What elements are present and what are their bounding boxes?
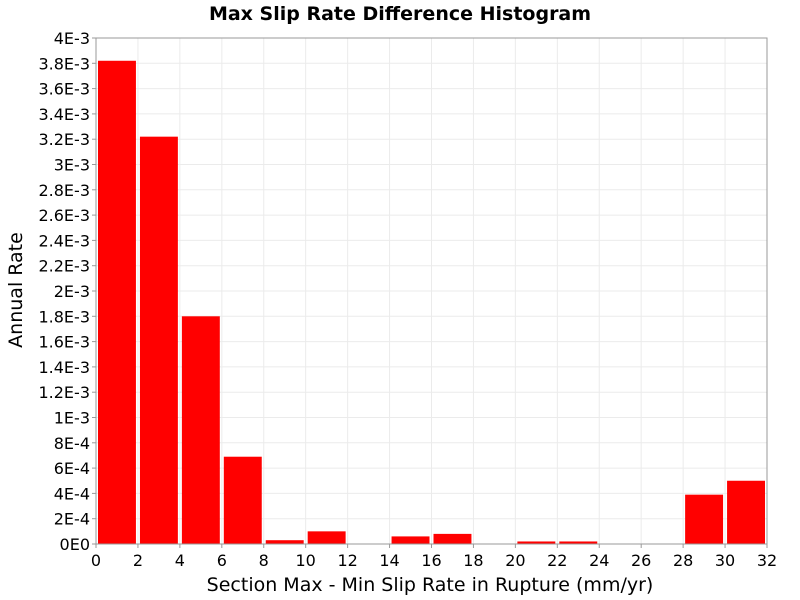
y-tick-label: 1.2E-3	[38, 383, 90, 402]
y-tick-label: 2E-4	[54, 510, 90, 529]
x-tick-label: 2	[133, 551, 143, 570]
y-tick-label: 2E-3	[54, 282, 90, 301]
histogram-bar	[559, 541, 598, 544]
x-tick-label: 20	[505, 551, 525, 570]
y-tick-label: 3.6E-3	[38, 80, 90, 99]
histogram-bar	[265, 540, 304, 544]
y-tick-label: 2.4E-3	[38, 231, 90, 250]
x-tick-label: 14	[379, 551, 399, 570]
x-tick-label: 8	[259, 551, 269, 570]
y-tick-label: 4E-4	[54, 484, 90, 503]
y-tick-label: 6E-4	[54, 459, 90, 478]
y-tick-label: 3.2E-3	[38, 130, 90, 149]
histogram-bar	[181, 316, 220, 544]
y-axis-ticks: 0E0 2E-4 4E-4 6E-4 8E-4 1E-3 1.2E-3 1.4E-3 1.6E-…	[38, 29, 96, 554]
bars	[98, 60, 765, 545]
y-tick-label: 4E-3	[54, 29, 90, 48]
y-tick-label: 8E-4	[54, 434, 90, 453]
y-tick-label: 1.4E-3	[38, 358, 90, 377]
y-tick-label: 3E-3	[54, 156, 90, 175]
x-tick-label: 24	[589, 551, 609, 570]
y-tick-label: 3.8E-3	[38, 54, 90, 73]
x-tick-label: 0	[91, 551, 101, 570]
y-tick-label: 0E0	[60, 535, 90, 554]
histogram-bar	[685, 494, 724, 544]
x-axis-ticks: 0 2 4 6 8 10 12 14 16 18 20 22 24 26 28 30 32	[91, 544, 777, 570]
x-tick-label: 28	[673, 551, 693, 570]
histogram-bar	[727, 480, 765, 544]
y-axis-label: Annual Rate	[5, 232, 27, 348]
histogram-bar	[223, 456, 262, 544]
x-tick-label: 22	[547, 551, 567, 570]
y-tick-label: 2.6E-3	[38, 206, 90, 225]
y-tick-label: 2.2E-3	[38, 257, 90, 276]
x-tick-label: 18	[463, 551, 483, 570]
histogram-bar	[391, 536, 430, 544]
x-tick-label: 30	[715, 551, 735, 570]
histogram-bar	[139, 136, 178, 545]
histogram-bar	[433, 533, 472, 544]
y-tick-label: 1E-3	[54, 409, 90, 428]
x-tick-label: 26	[631, 551, 651, 570]
histogram-bar	[517, 541, 556, 544]
y-tick-label: 3.4E-3	[38, 105, 90, 124]
x-tick-label: 12	[337, 551, 357, 570]
histogram-bar	[307, 531, 346, 544]
y-tick-label: 2.8E-3	[38, 181, 90, 200]
x-tick-label: 10	[296, 551, 316, 570]
y-tick-label: 1.6E-3	[38, 333, 90, 352]
x-tick-label: 32	[757, 551, 777, 570]
chart-title: Max Slip Rate Difference Histogram	[209, 3, 591, 25]
x-tick-label: 6	[217, 551, 227, 570]
histogram-bar	[98, 60, 136, 545]
x-tick-label: 4	[175, 551, 185, 570]
x-axis-label: Section Max - Min Slip Rate in Rupture (…	[207, 574, 654, 596]
x-tick-label: 16	[421, 551, 441, 570]
y-tick-label: 1.8E-3	[38, 307, 90, 326]
